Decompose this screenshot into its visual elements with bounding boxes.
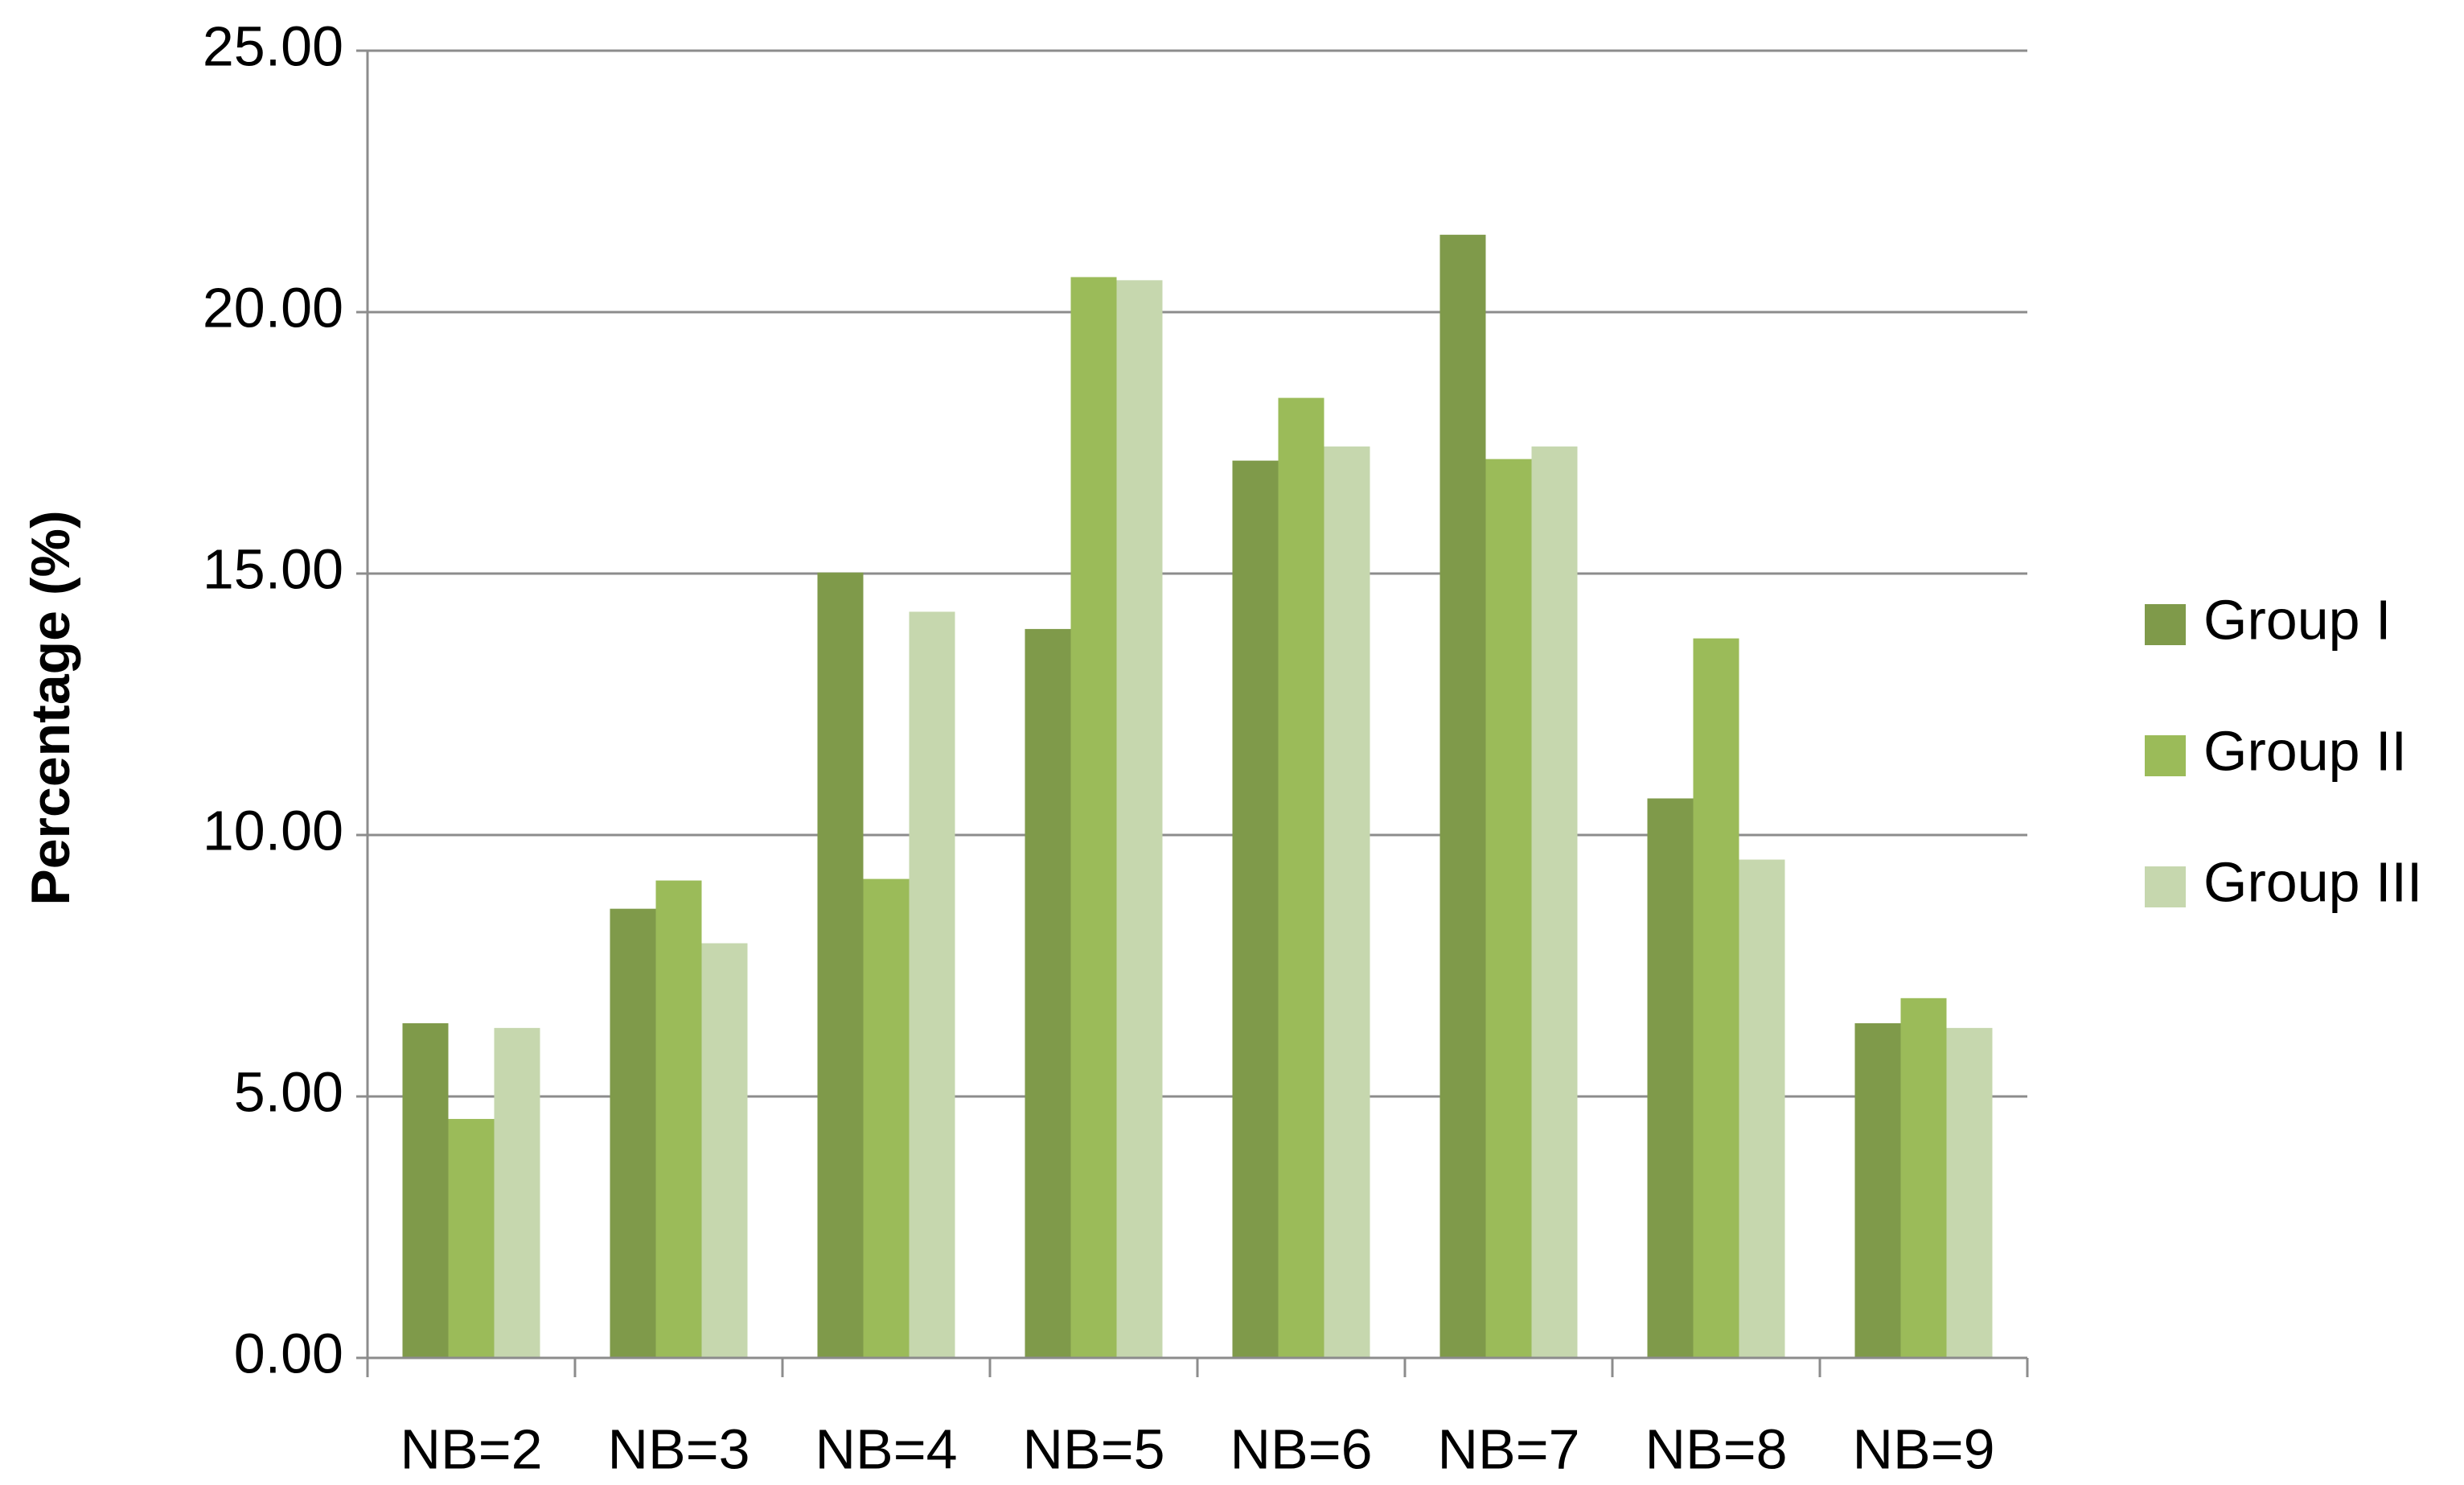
y-axis-label: Percentage (%) [20,510,81,905]
bar [448,1118,495,1358]
bar [863,878,910,1358]
bar [909,611,955,1358]
bar [1946,1027,1993,1358]
bar [1232,460,1279,1358]
legend-swatch [2145,866,2186,907]
bar [1025,628,1071,1358]
bar [1439,234,1486,1358]
bar [1854,1023,1901,1358]
x-tick-label: NB=6 [1230,1417,1372,1480]
y-tick-label: 5.00 [234,1060,343,1123]
y-tick-label: 0.00 [234,1322,343,1384]
bar [402,1023,449,1358]
bar [1485,459,1532,1358]
legend-swatch [2145,735,2186,776]
bar [1070,277,1117,1359]
bar [1116,280,1163,1359]
x-tick-label: NB=4 [815,1417,957,1480]
x-tick-label: NB=9 [1852,1417,1994,1480]
bar [1647,798,1694,1358]
bar [494,1027,540,1358]
bar [1900,998,1947,1358]
legend-label: Group II [2203,719,2407,782]
legend-swatch [2145,604,2186,645]
legend-label: Group I [2203,588,2391,651]
y-tick-label: 15.00 [203,537,343,600]
legend-label: Group III [2203,850,2422,913]
bar [610,908,656,1358]
y-tick-label: 20.00 [203,276,343,339]
x-tick-label: NB=7 [1437,1417,1579,1480]
bar [817,572,864,1358]
x-tick-label: NB=5 [1022,1417,1164,1480]
bar [1324,446,1370,1358]
bar [1278,397,1324,1359]
bar [701,943,748,1358]
x-tick-label: NB=3 [607,1417,749,1480]
bar [1531,446,1578,1358]
x-tick-label: NB=8 [1645,1417,1787,1480]
bar [1739,859,1785,1358]
bar [1693,638,1739,1358]
bar [655,880,702,1358]
y-tick-label: 25.00 [203,14,343,77]
x-tick-label: NB=2 [400,1417,542,1480]
y-tick-label: 10.00 [203,799,343,862]
